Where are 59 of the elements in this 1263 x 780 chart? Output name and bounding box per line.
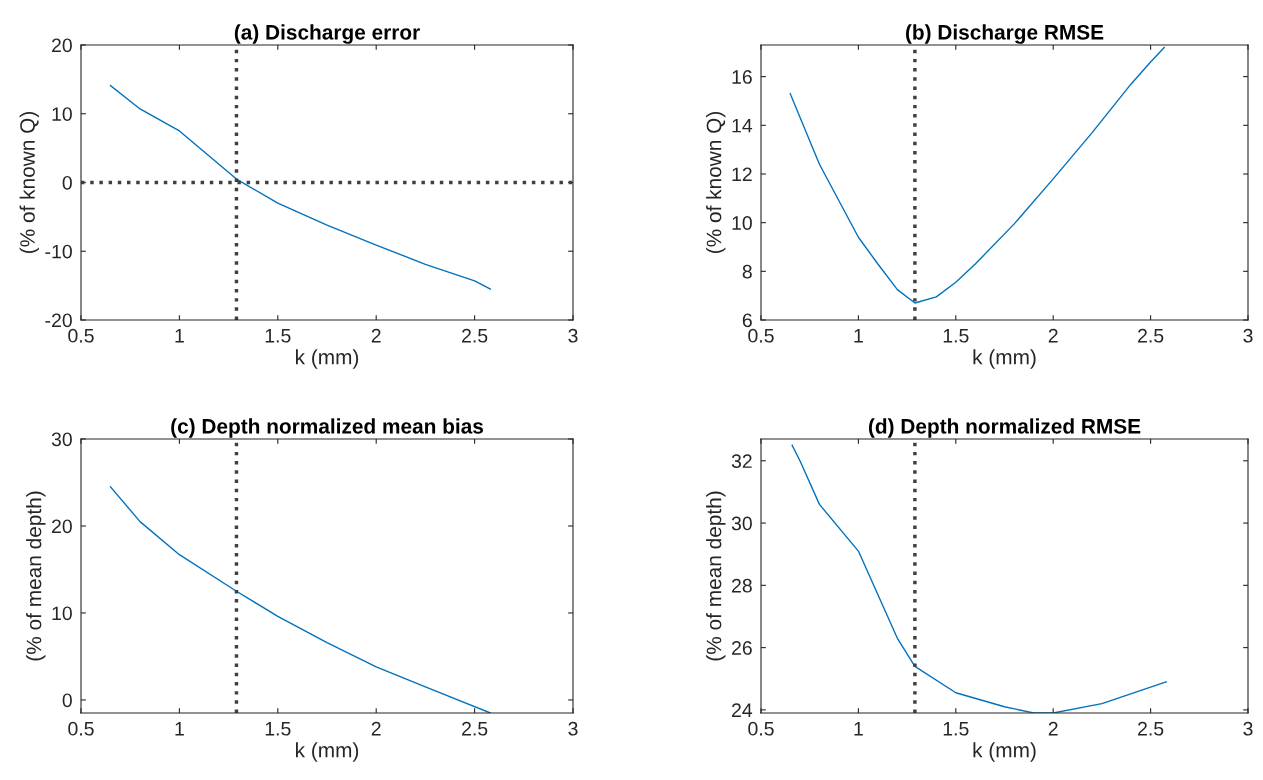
y-axis-title: (% of known Q) bbox=[19, 112, 39, 253]
x-tick-label: 2 bbox=[371, 721, 381, 736]
chart-title: (b) Discharge RMSE bbox=[905, 24, 1104, 44]
x-axis-title: k (mm) bbox=[973, 349, 1036, 369]
x-tick-label: 1.5 bbox=[265, 722, 291, 736]
x-tick-label: 3 bbox=[568, 721, 578, 736]
y-tick-label: 20 bbox=[52, 38, 72, 53]
x-tick-label: 1 bbox=[175, 722, 184, 736]
chart-title: (c) Depth normalized mean bias bbox=[171, 418, 484, 438]
x-tick-label: 1 bbox=[854, 722, 863, 736]
y-tick-label: 6 bbox=[742, 313, 752, 328]
y-tick-label: 32 bbox=[731, 454, 752, 469]
y-tick-label: 10 bbox=[52, 107, 72, 121]
x-axis-title: k (mm) bbox=[973, 742, 1036, 762]
y-axis-title: (% of mean depth) bbox=[26, 491, 46, 661]
x-tick-label: 3 bbox=[1243, 721, 1253, 736]
x-tick-label: 2 bbox=[1048, 721, 1058, 736]
y-tick-label: 8 bbox=[742, 264, 752, 279]
y-tick-label: 26 bbox=[732, 641, 752, 655]
chart-title: (a) Discharge error bbox=[234, 24, 420, 44]
x-tick-label: 2.5 bbox=[1138, 328, 1164, 343]
x-tick-label: 2 bbox=[371, 328, 381, 343]
x-tick-label: 0.5 bbox=[68, 721, 94, 736]
x-tick-label: 2.5 bbox=[462, 328, 488, 343]
y-tick-label: 30 bbox=[731, 516, 752, 531]
x-tick-label: 2 bbox=[1048, 328, 1058, 343]
x-tick-label: 0.5 bbox=[748, 328, 774, 343]
x-tick-label: 1.5 bbox=[265, 329, 291, 343]
x-tick-label: 3 bbox=[1243, 328, 1253, 343]
chart-title: (d) Depth normalized RMSE bbox=[868, 418, 1141, 438]
y-tick-label: 16 bbox=[732, 70, 752, 84]
x-tick-label: 1 bbox=[175, 329, 184, 343]
y-axis-title: (% of known Q) bbox=[706, 112, 726, 253]
x-axis-title: k (mm) bbox=[296, 349, 359, 369]
y-tick-label: 10 bbox=[52, 606, 72, 621]
x-tick-label: 0.5 bbox=[748, 721, 774, 736]
x-tick-label: 2.5 bbox=[1138, 721, 1164, 736]
y-tick-label: 10 bbox=[732, 216, 752, 230]
y-tick-label: 20 bbox=[52, 519, 72, 534]
y-axis-title: (% of mean depth) bbox=[706, 491, 726, 661]
y-tick-label: 12 bbox=[732, 167, 752, 182]
y-tick-label: 14 bbox=[732, 118, 753, 133]
y-tick-label: 28 bbox=[732, 578, 752, 593]
x-tick-label: 1.5 bbox=[943, 722, 969, 736]
line-series bbox=[791, 444, 1167, 713]
x-tick-label: 3 bbox=[568, 328, 578, 343]
line-series bbox=[109, 84, 492, 290]
line-series bbox=[789, 46, 1165, 304]
x-tick-label: 2.5 bbox=[462, 721, 488, 736]
y-tick-label: 0 bbox=[62, 175, 72, 190]
x-tick-label: 1.5 bbox=[943, 329, 969, 343]
x-tick-label: 1 bbox=[854, 329, 863, 343]
y-tick-label: -20 bbox=[45, 313, 72, 328]
y-tick-label: -10 bbox=[45, 244, 72, 259]
y-tick-label: 30 bbox=[51, 432, 72, 447]
x-tick-label: 0.5 bbox=[68, 328, 94, 343]
y-tick-label: 0 bbox=[62, 693, 72, 708]
y-tick-label: 24 bbox=[732, 703, 753, 717]
x-axis-title: k (mm) bbox=[296, 742, 359, 762]
